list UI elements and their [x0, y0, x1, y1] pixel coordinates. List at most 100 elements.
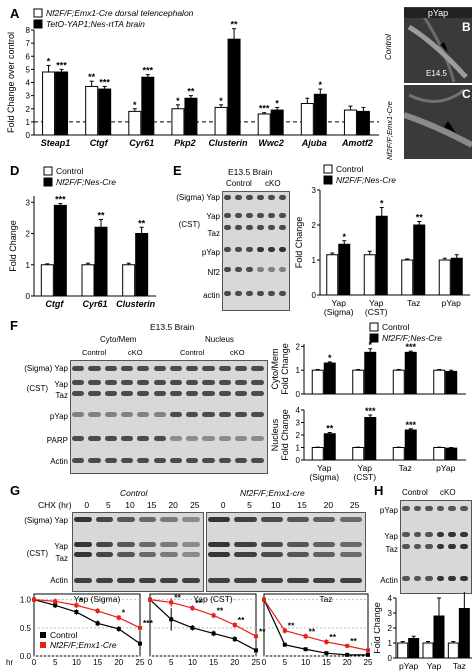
blot-band: [235, 412, 248, 417]
x-tick-label: 15: [209, 658, 218, 667]
category-label: Amotf2: [341, 138, 373, 148]
blot-band: [208, 542, 231, 547]
legend-label: Control: [56, 166, 84, 176]
panel-e-row-pyap: pYap: [201, 248, 220, 257]
y-tick-label: 0: [312, 291, 317, 300]
category-label: Ctgf: [90, 138, 109, 148]
significance-mark: *: [219, 96, 223, 106]
panel-g-times-control: 0 5 10 15 20 25: [76, 500, 202, 510]
bar: [81, 264, 95, 297]
blot-band: [104, 412, 117, 417]
blot-band: [246, 291, 253, 296]
blot-band: [88, 366, 101, 371]
blot-band: [95, 552, 114, 557]
bar: [311, 369, 324, 395]
blot-band: [88, 380, 101, 385]
y-tick-label: 1: [296, 444, 301, 453]
data-point: [95, 621, 100, 626]
blot-band: [413, 544, 422, 549]
blot-band: [268, 195, 275, 200]
blot-band: [251, 391, 264, 396]
blot-band: [120, 436, 134, 441]
blot-band: [169, 412, 183, 417]
significance-mark: **: [416, 213, 424, 223]
blot-band: [104, 458, 117, 463]
significance-mark: **: [88, 72, 96, 82]
x-tick-label: 20: [343, 658, 352, 667]
category-label: Yap: [358, 463, 373, 473]
data-point: [324, 639, 329, 644]
blot-band: [246, 195, 253, 200]
y-tick-label: 7: [26, 39, 31, 48]
y-tick-label: 3: [26, 92, 31, 101]
blot-band: [137, 366, 150, 371]
blot-band: [235, 380, 248, 385]
blot-band: [436, 544, 445, 549]
x-tick-label: 20: [114, 658, 123, 667]
category-label: Yap: [369, 298, 384, 308]
series-line: [33, 599, 141, 645]
significance-mark: **: [138, 218, 146, 228]
panel-g-group-control: Control: [120, 488, 148, 498]
blot-band: [153, 412, 166, 417]
significance-mark: **: [288, 621, 295, 631]
blot-band: [186, 380, 199, 385]
significance-mark: ***: [99, 77, 110, 87]
blot-band: [117, 542, 135, 547]
y-tick-label: 0.5: [20, 624, 32, 633]
blot-band: [218, 391, 231, 396]
data-point: [254, 634, 258, 639]
bar: [356, 110, 370, 136]
blot-band: [286, 552, 310, 557]
y-tick-label: 2: [296, 342, 301, 351]
significance-mark: **: [231, 20, 239, 30]
blot-band: [448, 506, 456, 511]
significance-mark: ***: [55, 195, 66, 205]
blot-band: [235, 391, 248, 396]
blot-band: [313, 517, 336, 522]
significance-mark: **: [195, 598, 202, 608]
significance-mark: ***: [143, 66, 154, 76]
blot-band: [257, 225, 264, 230]
bar: [413, 224, 426, 296]
bar: [300, 103, 314, 136]
blot-band: [268, 267, 275, 272]
category-label: Clusterin: [116, 299, 156, 309]
bar: [141, 76, 155, 136]
category-label: pYap: [399, 661, 418, 671]
y-tick-label: 1: [26, 261, 31, 270]
blot-band: [120, 366, 134, 371]
legend-label: TetO-YAP1;Nes-rtTA brain: [46, 19, 145, 29]
x-tick-label: 20: [230, 658, 239, 667]
blot-band: [268, 225, 275, 230]
blot-band: [268, 247, 275, 252]
bar: [364, 417, 377, 461]
legend-swatch: [369, 322, 379, 332]
data-point: [282, 642, 287, 647]
blot-band: [235, 247, 242, 252]
blot-band: [279, 225, 286, 230]
blot-band: [72, 366, 85, 371]
bar: [352, 447, 365, 461]
blot-band: [339, 578, 362, 583]
blot-band: [279, 291, 286, 296]
blot-band: [72, 412, 85, 417]
legend-label: Nf2F/F;Nes-Cre: [56, 177, 116, 187]
blot-band: [160, 542, 178, 547]
data-point: [116, 615, 121, 620]
panel-e-chart: ControlNf2F/F;Nes-Cre0123*Yap(Sigma)*Yap…: [294, 164, 470, 317]
panel-a-chart: Nf2F/F;Emx1-Cre dorsal telencephalonTetO…: [6, 8, 379, 148]
panel-f-col-3: cKO: [230, 348, 245, 357]
bar: [214, 106, 228, 136]
category-label: Ctgf: [45, 299, 64, 309]
blot-band: [235, 291, 242, 296]
panel-g-row-sigma-yap: (Sigma) Yap: [24, 516, 68, 525]
x-tick-label: 10: [72, 658, 81, 667]
blot-band: [208, 552, 231, 557]
panel-c-letter: C: [462, 87, 471, 101]
category-label: Taz: [407, 298, 420, 308]
blot-band: [202, 366, 215, 371]
blot-band: [235, 225, 242, 230]
category-label: Pkp2: [174, 138, 196, 148]
significance-mark: *: [328, 353, 332, 363]
